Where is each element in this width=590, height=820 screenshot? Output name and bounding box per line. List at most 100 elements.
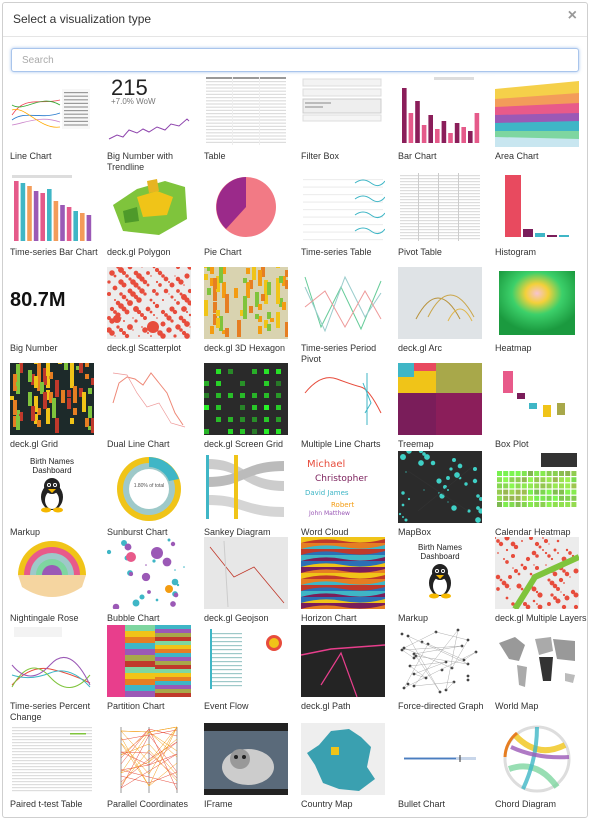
viz-tile-calendar-heatmap[interactable]: Calendar Heatmap [495, 451, 579, 538]
viz-tile-label: Big Number with Trendline [107, 151, 174, 172]
viz-tile-label: Dual Line Chart [107, 439, 170, 449]
heatmap-thumbnail-icon [495, 267, 579, 339]
viz-tile-period-pivot[interactable]: Time-series Period Pivot [301, 267, 385, 365]
parallel-coordinates-thumbnail-icon [107, 723, 191, 795]
sunburst-center-label: 1.80% of total [133, 483, 165, 489]
deckgl-polygon-thumbnail-icon [107, 171, 191, 243]
viz-tile-deckgl-hexagon[interactable]: deck.gl 3D Hexagon [204, 267, 288, 354]
viz-tile-world-map[interactable]: World Map [495, 625, 579, 712]
deckgl-arc-thumbnail-icon [398, 267, 482, 339]
viz-tile-iframe[interactable]: IFrame [204, 723, 288, 810]
viz-tile-country-map[interactable]: Country Map [301, 723, 385, 810]
word-cloud-thumbnail-icon: Michael Christopher David James Robert John … [301, 451, 385, 523]
viz-tile-label: Table [204, 151, 226, 161]
viz-tile-chord-diagram[interactable]: Chord Diagram [495, 723, 579, 810]
pie-chart-thumbnail-icon [204, 171, 288, 243]
viz-tile-table[interactable]: Table [204, 75, 288, 162]
viz-tile-heatmap[interactable]: Heatmap [495, 267, 579, 354]
viz-tile-label: deck.gl 3D Hexagon [204, 343, 286, 353]
viz-tile-multiple-line[interactable]: Multiple Line Charts [301, 363, 385, 450]
viz-tile-paired-ttest[interactable]: Paired t-test Table [10, 723, 94, 810]
viz-tile-deckgl-arc[interactable]: deck.gl Arc [398, 267, 482, 354]
table-thumbnail-icon [204, 75, 288, 147]
viz-tile-sankey[interactable]: Sankey Diagram [204, 451, 288, 538]
big-number-value: 80.7M [10, 289, 66, 311]
viz-tile-bar-chart[interactable]: Bar Chart [398, 75, 482, 162]
viz-tile-force-directed[interactable]: Force-directed Graph [398, 625, 484, 712]
viz-tile-deckgl-screen-grid[interactable]: deck.gl Screen Grid [204, 363, 288, 450]
chord-diagram-thumbnail-icon [495, 723, 579, 795]
viz-tile-filter-box[interactable]: Filter Box [301, 75, 385, 162]
big-number-trendline-value: 215 [111, 75, 148, 100]
viz-tile-box-plot[interactable]: Box Plot [495, 363, 579, 450]
viz-tile-event-flow[interactable]: Event Flow [204, 625, 288, 712]
viz-tile-label: deck.gl Polygon [107, 247, 171, 257]
viz-tile-markup[interactable]: Birth Names Dashboard Markup [398, 537, 482, 624]
viz-tile-word-cloud[interactable]: Michael Christopher David James Robert John … [301, 451, 385, 538]
viz-tile-partition-chart[interactable]: Partition Chart [107, 625, 191, 712]
viz-tile-deckgl-multiple-layers[interactable]: deck.gl Multiple Layers [495, 537, 587, 624]
svg-text:Michael: Michael [307, 459, 345, 470]
viz-tile-deckgl-polygon[interactable]: deck.gl Polygon [107, 171, 191, 258]
deckgl-scatterplot-thumbnail-icon [107, 267, 191, 339]
percent-change-thumbnail-icon [10, 625, 94, 697]
viz-tile-percent-change[interactable]: Time-series Percent Change [10, 625, 94, 723]
viz-tile-label: deck.gl Geojson [204, 613, 269, 623]
viz-tile-label: Markup [398, 613, 429, 623]
viz-tile-label: Multiple Line Charts [301, 439, 381, 449]
viz-tile-time-series-table[interactable]: Time-series Table [301, 171, 385, 258]
time-series-table-thumbnail-icon [301, 171, 385, 243]
viz-tile-sunburst[interactable]: 1.80% of total Sunburst Chart [107, 451, 191, 538]
viz-tile-label: deck.gl Scatterplot [107, 343, 182, 353]
viz-tile-label: Filter Box [301, 151, 340, 161]
line-chart-thumbnail-icon [10, 75, 94, 147]
viz-tile-histogram[interactable]: Histogram [495, 171, 579, 258]
viz-tile-deckgl-geojson[interactable]: deck.gl Geojson [204, 537, 288, 624]
viz-tile-label: Parallel Coordinates [107, 799, 189, 809]
modal-title: Select a visualization type [13, 12, 152, 26]
big-number-trendline-delta: +7.0% WoW [111, 97, 156, 106]
viz-tile-label: deck.gl Grid [10, 439, 59, 449]
viz-tile-label: deck.gl Arc [398, 343, 443, 353]
bubble-chart-thumbnail-icon [107, 537, 191, 609]
viz-tile-area-chart[interactable]: Area Chart [495, 75, 579, 162]
viz-tile-time-series-bar[interactable]: Time-series Bar Chart [10, 171, 98, 258]
svg-text:Christopher: Christopher [315, 474, 368, 484]
viz-tile-label: Word Cloud [301, 527, 349, 537]
box-plot-thumbnail-icon [495, 363, 579, 435]
modal-header: Select a visualization type × [3, 3, 587, 37]
dual-line-thumbnail-icon [107, 363, 191, 435]
viz-tile-label: Area Chart [495, 151, 539, 161]
deckgl-grid-thumbnail-icon [10, 363, 94, 435]
viz-tile-markup[interactable]: Birth Names Dashboard Markup [10, 451, 94, 538]
viz-tile-nightingale-rose[interactable]: Nightingale Rose Chart [10, 537, 94, 635]
viz-tile-pie-chart[interactable]: Pie Chart [204, 171, 288, 258]
viz-tile-label: deck.gl Path [301, 701, 351, 711]
viz-tile-label: Calendar Heatmap [495, 527, 571, 537]
viz-tile-label: Pie Chart [204, 247, 242, 257]
viz-tile-deckgl-scatterplot[interactable]: deck.gl Scatterplot [107, 267, 191, 354]
viz-tile-label: deck.gl Screen Grid [204, 439, 284, 449]
multiple-line-thumbnail-icon [301, 363, 385, 435]
viz-tile-label: Treemap [398, 439, 434, 449]
viz-tile-deckgl-path[interactable]: deck.gl Path [301, 625, 385, 712]
viz-tile-line-chart[interactable]: Line Chart [10, 75, 94, 162]
viz-tile-mapbox[interactable]: MapBox [398, 451, 482, 538]
viz-tile-treemap[interactable]: Treemap [398, 363, 482, 450]
mapbox-thumbnail-icon [398, 451, 482, 523]
deckgl-geojson-thumbnail-icon [204, 537, 288, 609]
viz-tile-bubble-chart[interactable]: Bubble Chart [107, 537, 191, 624]
viz-tile-label: IFrame [204, 799, 233, 809]
viz-tile-dual-line[interactable]: Dual Line Chart [107, 363, 191, 450]
viz-tile-horizon-chart[interactable]: Horizon Chart [301, 537, 385, 624]
nightingale-rose-thumbnail-icon [10, 537, 94, 609]
close-icon[interactable]: × [567, 7, 577, 24]
viz-tile-big-number[interactable]: 80.7M Big Number [10, 267, 94, 354]
deckgl-screen-grid-thumbnail-icon [204, 363, 288, 435]
viz-tile-pivot-table[interactable]: Pivot Table [398, 171, 482, 258]
viz-tile-big-number-trendline[interactable]: 215 +7.0% WoW Big Number with Trendline [107, 75, 191, 173]
search-input[interactable] [11, 48, 579, 72]
viz-tile-parallel-coordinates[interactable]: Parallel Coordinates [107, 723, 191, 810]
viz-tile-deckgl-grid[interactable]: deck.gl Grid [10, 363, 94, 450]
viz-tile-bullet-chart[interactable]: Bullet Chart [398, 723, 482, 810]
